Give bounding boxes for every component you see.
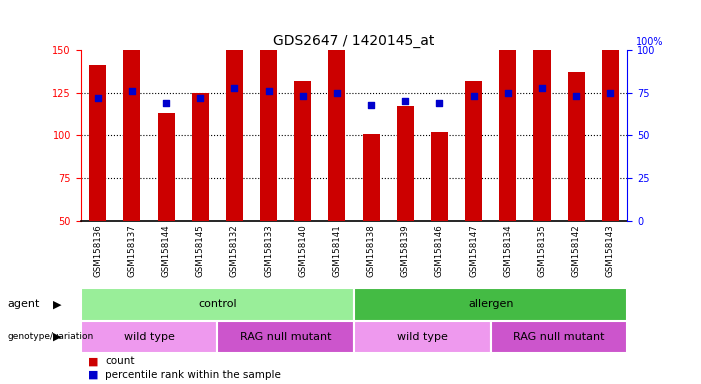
Text: GSM158140: GSM158140 [298, 224, 307, 277]
Bar [81, 321, 217, 353]
Bar [89, 65, 107, 221]
Title: GDS2647 / 1420145_at: GDS2647 / 1420145_at [273, 33, 435, 48]
Text: wild type: wild type [397, 332, 448, 342]
Text: wild type: wild type [123, 332, 175, 342]
Bar [354, 321, 491, 353]
Text: genotype/variation: genotype/variation [7, 333, 93, 341]
Bar [397, 106, 414, 221]
Text: GSM158145: GSM158145 [196, 224, 205, 277]
Text: RAG null mutant: RAG null mutant [240, 332, 332, 342]
Bar [226, 33, 243, 221]
Point [434, 100, 445, 106]
Text: agent: agent [7, 299, 39, 310]
Point [229, 84, 240, 91]
Text: GSM158136: GSM158136 [93, 224, 102, 277]
Bar [601, 50, 619, 221]
Text: GSM158147: GSM158147 [469, 224, 478, 277]
Text: ■: ■ [88, 370, 98, 380]
Text: 100%: 100% [636, 37, 663, 47]
Text: GSM158146: GSM158146 [435, 224, 444, 277]
Point [126, 88, 137, 94]
Text: count: count [105, 356, 135, 366]
Point [605, 89, 616, 96]
Text: GSM158139: GSM158139 [401, 224, 410, 277]
Point [195, 95, 206, 101]
Text: ▶: ▶ [53, 299, 62, 310]
Point [365, 101, 376, 108]
Bar [294, 81, 311, 221]
Bar [158, 113, 175, 221]
Bar [362, 134, 380, 221]
Text: allergen: allergen [468, 299, 513, 310]
Bar [328, 30, 346, 221]
Bar [123, 41, 140, 221]
Text: GSM158144: GSM158144 [161, 224, 170, 277]
Bar [81, 288, 354, 321]
Bar [533, 12, 550, 221]
Bar [499, 12, 517, 221]
Text: GSM158138: GSM158138 [367, 224, 376, 277]
Text: control: control [198, 299, 237, 310]
Text: GSM158133: GSM158133 [264, 224, 273, 277]
Point [92, 95, 103, 101]
Text: GSM158134: GSM158134 [503, 224, 512, 277]
Point [468, 93, 479, 99]
Text: RAG null mutant: RAG null mutant [513, 332, 605, 342]
Point [571, 93, 582, 99]
Bar [491, 321, 627, 353]
Text: percentile rank within the sample: percentile rank within the sample [105, 370, 281, 380]
Bar [191, 93, 209, 221]
Text: GSM158142: GSM158142 [571, 224, 580, 277]
Text: GSM158137: GSM158137 [128, 224, 137, 277]
Bar [217, 321, 354, 353]
Point [263, 88, 274, 94]
Point [297, 93, 308, 99]
Point [400, 98, 411, 104]
Point [332, 89, 343, 96]
Bar [568, 72, 585, 221]
Point [536, 84, 547, 91]
Text: GSM158135: GSM158135 [538, 224, 547, 277]
Bar [431, 132, 448, 221]
Point [161, 100, 172, 106]
Text: GSM158141: GSM158141 [332, 224, 341, 277]
Bar [354, 288, 627, 321]
Bar [465, 81, 482, 221]
Text: ▶: ▶ [53, 332, 62, 342]
Point [502, 89, 513, 96]
Bar [260, 4, 277, 221]
Text: ■: ■ [88, 356, 98, 366]
Text: GSM158132: GSM158132 [230, 224, 239, 277]
Text: GSM158143: GSM158143 [606, 224, 615, 277]
